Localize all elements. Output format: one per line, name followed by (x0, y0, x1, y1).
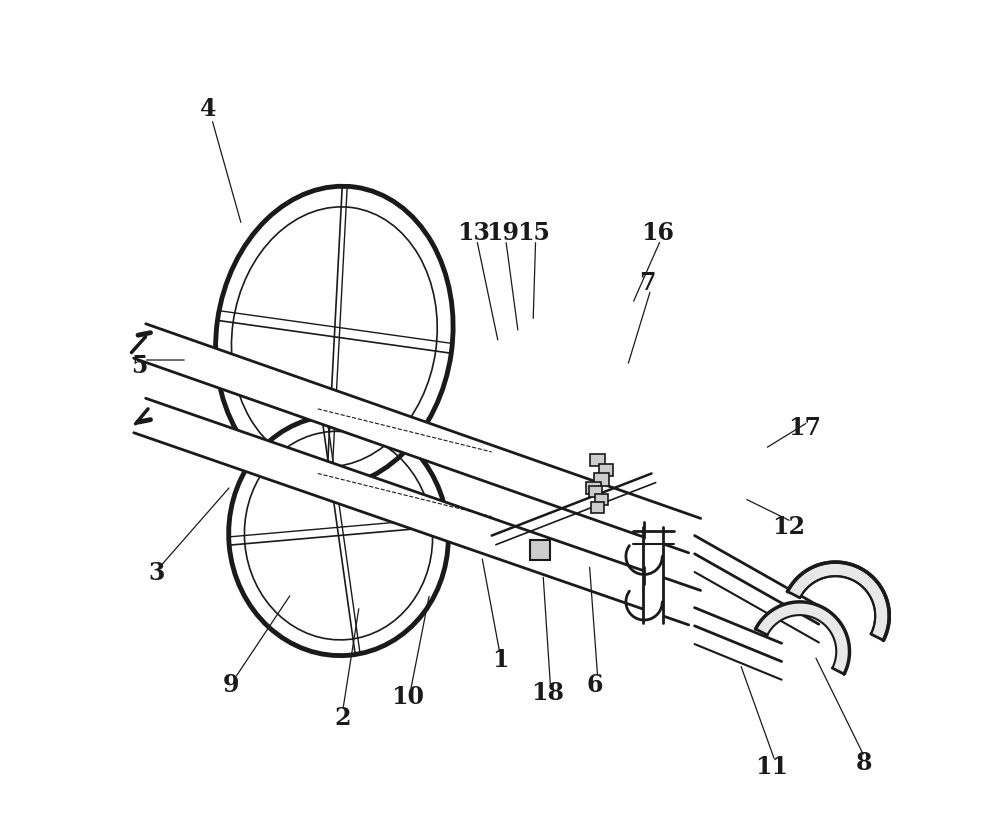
Polygon shape (134, 398, 701, 625)
Text: 19: 19 (486, 221, 519, 245)
Polygon shape (134, 324, 701, 553)
Polygon shape (586, 482, 601, 494)
Polygon shape (643, 528, 663, 622)
Text: 16: 16 (641, 221, 674, 245)
Text: 10: 10 (391, 685, 424, 709)
Text: 15: 15 (517, 221, 550, 245)
Text: 9: 9 (223, 672, 239, 696)
Text: 1: 1 (492, 648, 508, 671)
Polygon shape (787, 562, 889, 641)
Polygon shape (595, 494, 608, 505)
Text: 7: 7 (639, 271, 656, 295)
Text: 3: 3 (148, 561, 164, 585)
Text: 13: 13 (457, 221, 490, 245)
Polygon shape (594, 474, 609, 486)
Text: 17: 17 (788, 416, 821, 440)
Ellipse shape (220, 406, 457, 665)
Polygon shape (530, 539, 550, 560)
Text: 6: 6 (587, 672, 603, 696)
Polygon shape (599, 464, 613, 476)
Text: 11: 11 (755, 755, 788, 779)
Ellipse shape (205, 176, 463, 498)
Text: 5: 5 (132, 354, 148, 378)
Text: 4: 4 (200, 97, 217, 121)
Text: 2: 2 (334, 706, 351, 730)
Text: 8: 8 (856, 751, 873, 775)
Polygon shape (590, 454, 605, 466)
Polygon shape (756, 602, 849, 674)
Text: 18: 18 (532, 681, 565, 705)
Polygon shape (591, 503, 604, 514)
Text: 12: 12 (772, 515, 805, 539)
Polygon shape (589, 486, 602, 497)
